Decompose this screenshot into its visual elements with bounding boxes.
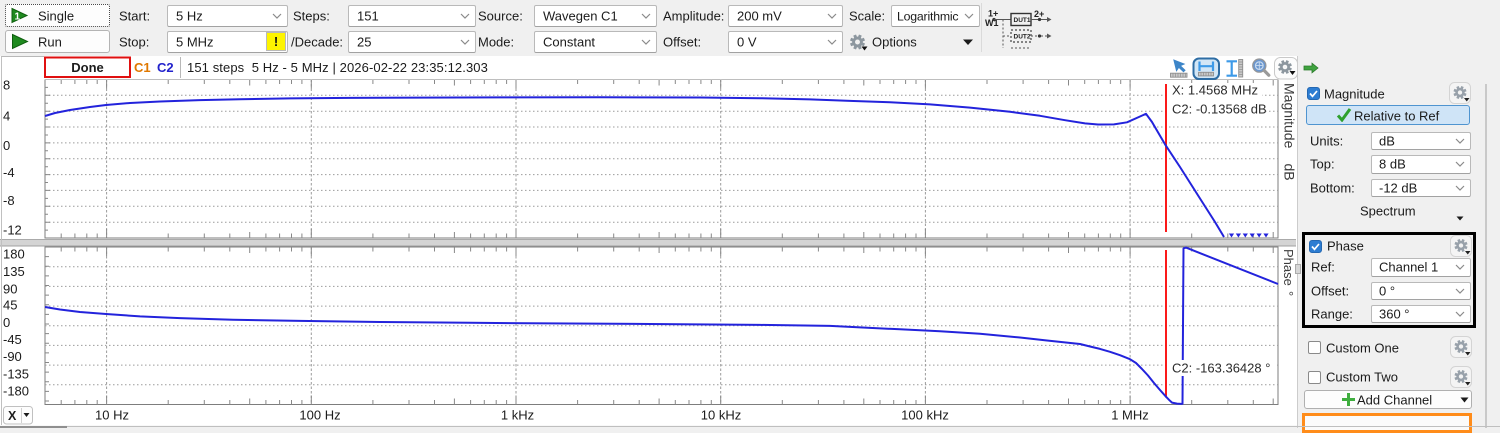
svg-text:-135: -135 — [3, 366, 29, 381]
svg-text:100 kHz: 100 kHz — [901, 408, 949, 423]
svg-text:1 MHz: 1 MHz — [1111, 408, 1149, 423]
svg-text:X: 1.4568 MHz: X: 1.4568 MHz — [1172, 83, 1258, 98]
svg-text:180: 180 — [3, 247, 25, 262]
svg-text:-12: -12 — [3, 223, 22, 238]
svg-text:1: 1 — [15, 12, 21, 23]
svg-text:45: 45 — [3, 298, 17, 313]
svg-text:151 steps 5 Hz - 5 MHz | 2026: 151 steps 5 Hz - 5 MHz | 2026-02-22 23:3… — [187, 60, 488, 75]
svg-text:-180: -180 — [3, 383, 29, 398]
svg-text:C1: C1 — [134, 60, 151, 75]
svg-text:-45: -45 — [3, 332, 22, 347]
svg-text:Phase: Phase — [1281, 249, 1296, 286]
svg-text:Magnitude: Magnitude — [1282, 83, 1298, 149]
svg-text:0: 0 — [3, 315, 10, 330]
svg-text:90: 90 — [3, 282, 17, 297]
svg-text:C2: -163.36428 °: C2: -163.36428 ° — [1172, 361, 1270, 376]
svg-text:-8: -8 — [3, 193, 15, 208]
svg-text:C2: C2 — [157, 60, 174, 75]
svg-text:100 Hz: 100 Hz — [299, 408, 340, 423]
svg-text:4: 4 — [3, 109, 10, 124]
svg-text:DUT2: DUT2 — [1014, 34, 1031, 41]
svg-text:Done: Done — [71, 60, 104, 75]
svg-text:dB: dB — [1282, 164, 1298, 181]
svg-text:-4: -4 — [3, 165, 15, 180]
svg-text:°: ° — [1281, 291, 1296, 296]
svg-text:X: X — [8, 409, 17, 423]
svg-text:2+: 2+ — [1034, 9, 1044, 19]
svg-text:0: 0 — [3, 138, 10, 153]
svg-text:8: 8 — [3, 78, 10, 93]
svg-text:135: 135 — [3, 264, 25, 279]
svg-text:-90: -90 — [3, 349, 22, 364]
svg-text:C2: -0.13568 dB: C2: -0.13568 dB — [1172, 102, 1267, 117]
svg-text:1+: 1+ — [988, 9, 998, 19]
svg-text:W1: W1 — [985, 18, 999, 28]
svg-text:DUT1: DUT1 — [1014, 17, 1031, 24]
svg-text:1 kHz: 1 kHz — [501, 408, 534, 423]
svg-text:10 Hz: 10 Hz — [95, 408, 129, 423]
svg-text:10 kHz: 10 kHz — [701, 408, 741, 423]
